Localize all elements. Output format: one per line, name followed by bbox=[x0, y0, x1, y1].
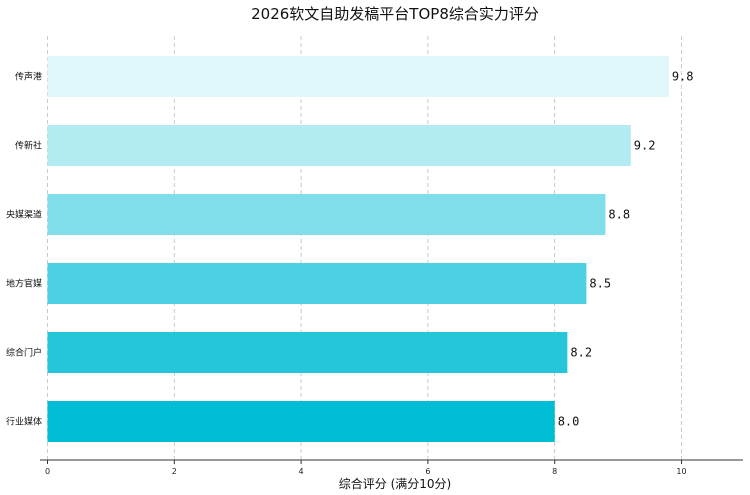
category-label: 传声港 bbox=[15, 71, 42, 83]
bar bbox=[47, 263, 587, 304]
bar bbox=[47, 332, 568, 373]
value-label: 8.8 bbox=[608, 208, 630, 222]
category-label: 行业媒体 bbox=[6, 416, 42, 428]
x-tick-label: 8 bbox=[552, 467, 557, 476]
category-label: 央媒渠道 bbox=[6, 209, 42, 221]
category-label: 综合门户 bbox=[6, 347, 42, 359]
bar bbox=[47, 194, 606, 235]
value-label: 8.2 bbox=[570, 346, 592, 360]
bar bbox=[47, 56, 669, 97]
value-labels: 9.8 9.2 8.8 8.5 8.2 8.0 bbox=[558, 70, 694, 429]
category-label: 地方官媒 bbox=[6, 278, 42, 290]
x-tick-label: 6 bbox=[425, 467, 430, 476]
bar bbox=[47, 125, 631, 166]
category-label: 传新社 bbox=[15, 140, 42, 152]
x-tick-label: 2 bbox=[172, 467, 177, 476]
value-label: 8.5 bbox=[589, 277, 611, 291]
value-label: 9.2 bbox=[634, 139, 656, 153]
x-tick-label: 10 bbox=[676, 467, 686, 476]
value-label: 8.0 bbox=[558, 415, 580, 429]
chart-title: 2026软文自助发稿平台TOP8综合实力评分 bbox=[251, 5, 539, 23]
x-axis-ticks: 0 2 4 6 8 10 bbox=[45, 460, 687, 476]
bars bbox=[47, 56, 669, 442]
x-tick-label: 0 bbox=[45, 467, 50, 476]
value-label: 9.8 bbox=[672, 70, 694, 84]
x-axis-title: 综合评分 (满分10分) bbox=[339, 476, 451, 491]
x-tick-label: 4 bbox=[299, 467, 304, 476]
gridlines bbox=[47, 36, 682, 460]
bar bbox=[47, 401, 555, 442]
